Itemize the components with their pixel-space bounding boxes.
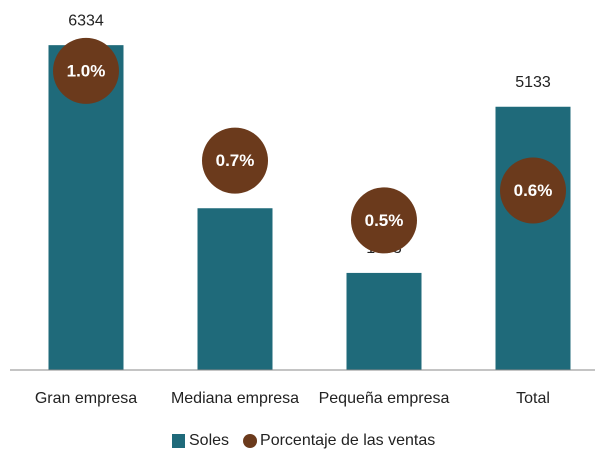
bar [495, 106, 571, 370]
percent-marker [500, 157, 566, 224]
legend-label: Soles [189, 432, 229, 449]
percent-marker [351, 187, 417, 254]
percent-label: 1.0% [67, 61, 106, 80]
value-label: 6334 [68, 12, 104, 29]
bar [346, 272, 422, 370]
x-tick-label: Total [516, 390, 550, 407]
x-tick-label: Pequeña empresa [319, 390, 450, 407]
value-label: 5133 [515, 74, 551, 91]
percent-label: 0.6% [514, 181, 553, 200]
percent-marker [202, 127, 268, 194]
legend-swatch [172, 434, 185, 448]
legend-swatch [243, 434, 258, 448]
bar [197, 208, 273, 370]
percent-marker [53, 37, 119, 104]
legend-label: Porcentaje de las ventas [260, 432, 435, 449]
x-tick-label: Mediana empresa [171, 390, 299, 407]
x-tick-label: Gran empresa [35, 390, 137, 407]
percent-label: 0.7% [216, 151, 255, 170]
percent-label: 0.5% [365, 211, 404, 230]
